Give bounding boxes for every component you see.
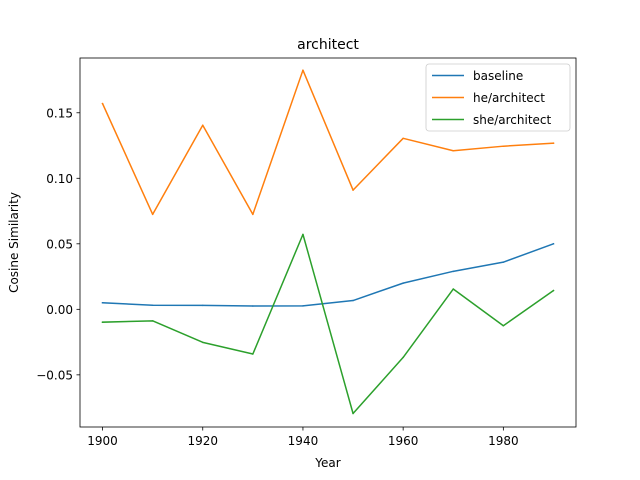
x-tick-label-1980: 1980 [488, 434, 519, 448]
data-point-baseline-1960 [402, 282, 404, 284]
data-point-baseline-1990 [552, 243, 555, 245]
data-point-he-architect-1900 [101, 102, 104, 105]
x-tick-label-1960: 1960 [388, 434, 419, 448]
y-axis-label: Cosine Similarity [7, 192, 21, 293]
chart-title: architect [297, 37, 359, 53]
y-tick-label-2: 0.05 [46, 237, 73, 251]
data-point-she-architect-1950 [352, 412, 354, 415]
legend-box [425, 63, 571, 132]
x-tick-label-1920: 1920 [187, 434, 218, 448]
data-point-baseline-1900 [101, 302, 104, 304]
data-point-baseline-1920 [202, 304, 204, 307]
data-point-he-architect-1960 [402, 137, 404, 140]
data-point-baseline-1980 [502, 261, 505, 263]
y-tick-label-0: −0.05 [36, 368, 73, 382]
data-point-he-architect-1930 [252, 213, 254, 216]
series-line-he-architect [101, 69, 555, 216]
data-point-baseline-1930 [252, 305, 254, 307]
y-tick-label-3: 0.10 [46, 172, 73, 186]
data-point-baseline-1940 [302, 305, 304, 307]
data-point-she-architect-1910 [151, 320, 154, 322]
data-point-he-architect-1990 [552, 142, 555, 144]
data-point-she-architect-1980 [502, 324, 505, 327]
data-point-he-architect-1950 [352, 189, 354, 191]
x-tick-label-1900: 1900 [87, 434, 118, 448]
y-tick-label-4: 0.15 [46, 106, 73, 120]
y-tick-label-1: 0.00 [46, 303, 73, 317]
data-point-she-architect-1960 [402, 356, 404, 359]
data-point-he-architect-1970 [452, 150, 454, 152]
data-point-she-architect-1940 [302, 233, 304, 236]
data-point-baseline-1970 [452, 270, 454, 273]
data-point-he-architect-1910 [151, 213, 154, 216]
data-point-she-architect-1900 [101, 321, 104, 323]
legend-label-she-architect: she/architect [473, 113, 552, 127]
data-point-he-architect-1920 [202, 124, 204, 126]
data-point-he-architect-1980 [502, 145, 505, 147]
data-point-baseline-1910 [151, 304, 154, 307]
data-point-she-architect-1930 [252, 353, 254, 355]
series-line-baseline [101, 242, 555, 307]
data-point-she-architect-1920 [202, 341, 204, 344]
data-point-baseline-1950 [352, 299, 354, 302]
legend-label-baseline: baseline [473, 69, 523, 83]
plot-frame [79, 57, 577, 428]
data-point-he-architect-1940 [302, 69, 304, 71]
y-axis-ticks: −0.05 0.00 0.05 0.10 0.15 [36, 106, 80, 382]
data-point-she-architect-1990 [552, 289, 555, 292]
x-axis-label: Year [314, 456, 340, 470]
x-tick-label-1940: 1940 [288, 434, 319, 448]
legend-label-he-architect: he/architect [473, 91, 545, 105]
x-axis-ticks: 1900 1920 1940 1960 1980 [87, 427, 519, 448]
legend: baseline he/architect she/architect [425, 63, 571, 132]
series-line-she-architect [101, 233, 555, 415]
series-layer [101, 69, 555, 415]
data-point-she-architect-1970 [452, 288, 454, 290]
